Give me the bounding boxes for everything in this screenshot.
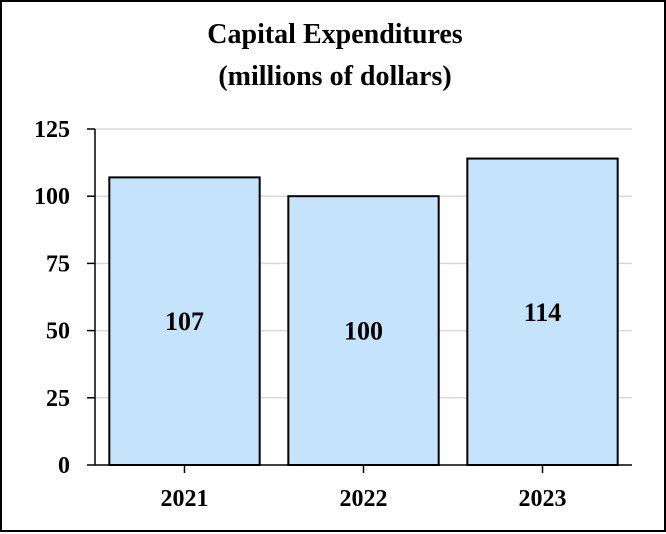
x-tick-label: 2021 xyxy=(161,486,209,512)
bar-2023 xyxy=(466,157,619,466)
x-tick-label: 2023 xyxy=(519,486,567,512)
y-tick-label: 100 xyxy=(34,184,70,210)
bar-2022 xyxy=(287,195,440,466)
y-tick-label: 125 xyxy=(34,117,70,143)
chart-title-line2: (millions of dollars) xyxy=(218,61,451,92)
y-tick-label: 50 xyxy=(46,319,70,345)
y-tick-label: 25 xyxy=(46,386,70,412)
x-tick-label: 2022 xyxy=(340,486,388,512)
bar-2021 xyxy=(108,176,261,466)
y-tick-label: 75 xyxy=(46,251,70,277)
chart-title-line1: Capital Expenditures xyxy=(207,19,463,50)
bar-value-label: 114 xyxy=(524,298,562,327)
y-tick-label: 0 xyxy=(58,453,70,479)
bar-value-label: 107 xyxy=(165,307,204,336)
bar-value-label: 100 xyxy=(344,317,383,346)
